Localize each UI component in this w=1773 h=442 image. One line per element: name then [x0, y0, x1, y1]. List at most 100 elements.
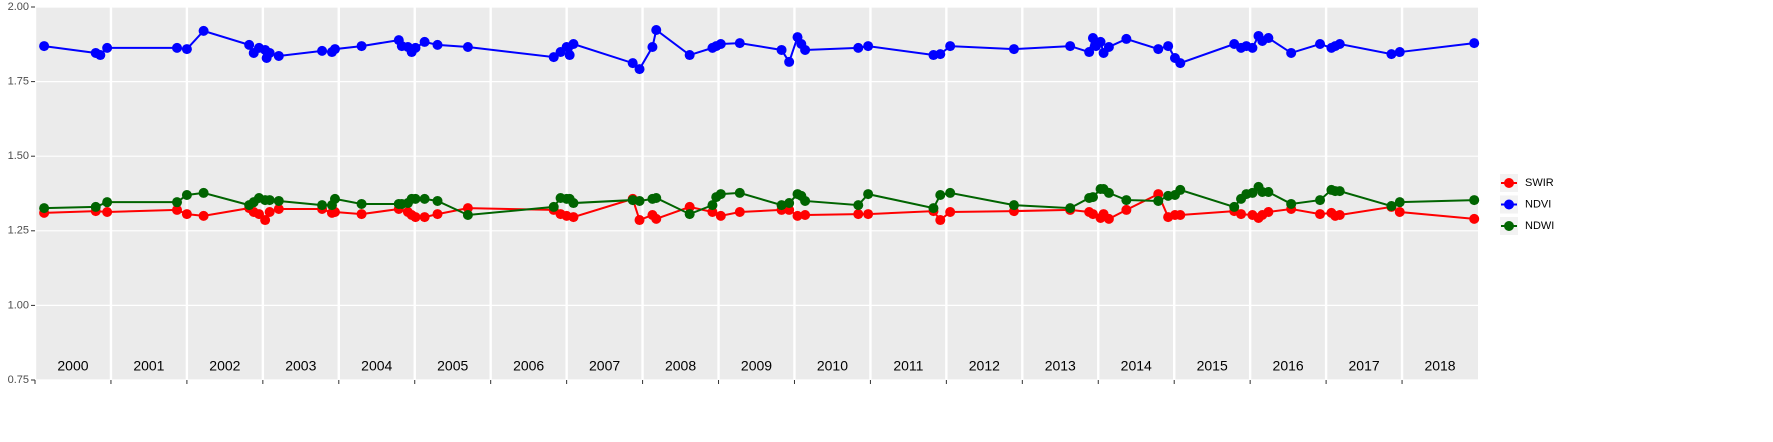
data-point	[564, 50, 575, 61]
data-point	[1087, 209, 1098, 220]
data-point	[1315, 209, 1326, 220]
data-point	[172, 197, 183, 208]
year-label: 2001	[133, 358, 164, 374]
data-point	[1394, 207, 1405, 218]
data-point	[800, 44, 811, 55]
data-point	[1087, 33, 1098, 44]
data-point	[432, 39, 443, 50]
data-point	[273, 195, 284, 206]
data-point	[1469, 195, 1480, 206]
data-point	[568, 39, 579, 50]
series-line	[44, 192, 1475, 222]
data-point	[1163, 41, 1174, 52]
data-point	[432, 209, 443, 220]
year-label: 2010	[817, 358, 848, 374]
data-point	[548, 201, 559, 212]
data-point	[260, 215, 271, 226]
data-point	[863, 41, 874, 52]
data-point	[1386, 201, 1397, 212]
data-point	[95, 50, 106, 61]
data-point	[647, 41, 658, 52]
data-point	[273, 50, 284, 61]
data-point	[1121, 33, 1132, 44]
data-point	[684, 201, 695, 212]
data-point	[1286, 47, 1297, 58]
data-point	[928, 203, 939, 214]
data-point	[1394, 47, 1405, 58]
year-label: 2006	[513, 358, 544, 374]
data-point	[1394, 197, 1405, 208]
data-point	[1103, 41, 1114, 52]
data-point	[172, 42, 183, 53]
data-point	[462, 203, 473, 214]
data-point	[419, 212, 430, 223]
data-point	[356, 41, 367, 52]
y-tick-label: 1.00	[8, 299, 29, 311]
data-point	[432, 195, 443, 206]
data-point	[1315, 195, 1326, 206]
data-point	[1334, 186, 1345, 197]
y-tick-label: 2.00	[8, 1, 29, 13]
data-point	[410, 212, 421, 223]
data-point	[707, 200, 718, 211]
data-point	[792, 210, 803, 221]
data-point	[863, 209, 874, 220]
data-point	[863, 189, 874, 200]
data-point	[568, 198, 579, 209]
year-label: 2009	[741, 358, 772, 374]
year-label: 2013	[1045, 358, 1076, 374]
plot-panel	[35, 7, 1478, 380]
data-point	[356, 209, 367, 220]
legend-label: NDWI	[1525, 220, 1554, 232]
data-point	[715, 39, 726, 50]
data-point	[945, 187, 956, 198]
data-point	[935, 49, 946, 60]
data-point	[317, 200, 328, 211]
data-point	[853, 42, 864, 53]
data-point	[462, 209, 473, 220]
data-point	[102, 197, 113, 208]
year-label: 2015	[1197, 358, 1228, 374]
data-point	[181, 44, 192, 55]
data-point	[317, 45, 328, 56]
year-label: 2002	[209, 358, 240, 374]
data-point	[1236, 209, 1247, 220]
data-point	[707, 207, 718, 218]
year-label: 2011	[893, 358, 923, 374]
data-point	[329, 193, 340, 204]
data-point	[1263, 207, 1274, 218]
data-point	[1386, 49, 1397, 60]
data-point	[1153, 189, 1164, 200]
data-point	[39, 203, 50, 214]
data-point	[1263, 33, 1274, 44]
data-point	[634, 64, 645, 75]
data-point	[945, 41, 956, 52]
data-point	[1153, 195, 1164, 206]
data-point	[1084, 47, 1095, 58]
data-point	[853, 209, 864, 220]
legend-label: NDVI	[1525, 198, 1551, 210]
year-label: 2018	[1424, 358, 1455, 374]
data-point	[181, 209, 192, 220]
data-point	[1103, 213, 1114, 224]
legend-point	[1504, 199, 1514, 210]
data-point	[419, 36, 430, 47]
data-point	[198, 210, 209, 221]
data-point	[715, 210, 726, 221]
data-point	[1229, 201, 1240, 212]
data-point	[776, 44, 787, 55]
data-point	[651, 192, 662, 203]
data-point	[734, 38, 745, 49]
data-point	[651, 213, 662, 224]
year-label: 2004	[361, 358, 392, 374]
data-point	[1263, 187, 1274, 198]
data-point	[1103, 187, 1114, 198]
data-point	[1175, 209, 1186, 220]
data-point	[172, 204, 183, 215]
data-point	[198, 187, 209, 198]
data-point	[1121, 204, 1132, 215]
data-point	[1175, 58, 1186, 69]
data-point	[90, 201, 101, 212]
data-point	[462, 41, 473, 52]
